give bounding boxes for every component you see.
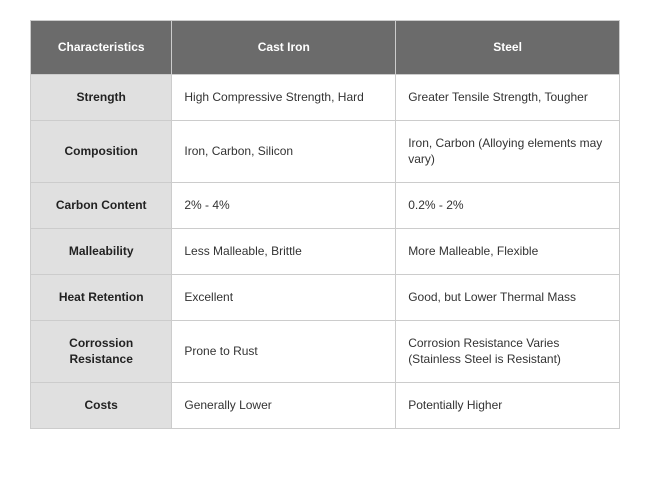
cell-cast-iron: Iron, Carbon, Silicon (172, 120, 396, 183)
table-row: Corrossion Resistance Prone to Rust Corr… (31, 320, 620, 383)
row-header-malleability: Malleability (31, 228, 172, 274)
cell-steel: Corrosion Resistance Varies (Stainless S… (396, 320, 620, 383)
col-header-cast-iron: Cast Iron (172, 21, 396, 75)
cell-cast-iron: High Compressive Strength, Hard (172, 74, 396, 120)
table-header-row: Characteristics Cast Iron Steel (31, 21, 620, 75)
table-row: Costs Generally Lower Potentially Higher (31, 383, 620, 429)
cell-cast-iron: Less Malleable, Brittle (172, 228, 396, 274)
row-header-costs: Costs (31, 383, 172, 429)
row-header-composition: Composition (31, 120, 172, 183)
table-row: Heat Retention Excellent Good, but Lower… (31, 274, 620, 320)
comparison-table: Characteristics Cast Iron Steel Strength… (30, 20, 620, 429)
row-header-heat-retention: Heat Retention (31, 274, 172, 320)
row-header-carbon-content: Carbon Content (31, 183, 172, 229)
cell-cast-iron: Generally Lower (172, 383, 396, 429)
row-header-corrosion-resistance: Corrossion Resistance (31, 320, 172, 383)
cell-steel: Greater Tensile Strength, Tougher (396, 74, 620, 120)
cell-cast-iron: 2% - 4% (172, 183, 396, 229)
table-row: Composition Iron, Carbon, Silicon Iron, … (31, 120, 620, 183)
table-row: Carbon Content 2% - 4% 0.2% - 2% (31, 183, 620, 229)
cell-steel: More Malleable, Flexible (396, 228, 620, 274)
col-header-characteristics: Characteristics (31, 21, 172, 75)
cell-steel: Good, but Lower Thermal Mass (396, 274, 620, 320)
cell-steel: Iron, Carbon (Alloying elements may vary… (396, 120, 620, 183)
row-header-strength: Strength (31, 74, 172, 120)
cell-steel: Potentially Higher (396, 383, 620, 429)
cell-steel: 0.2% - 2% (396, 183, 620, 229)
table-row: Malleability Less Malleable, Brittle Mor… (31, 228, 620, 274)
table-row: Strength High Compressive Strength, Hard… (31, 74, 620, 120)
col-header-steel: Steel (396, 21, 620, 75)
cell-cast-iron: Prone to Rust (172, 320, 396, 383)
cell-cast-iron: Excellent (172, 274, 396, 320)
